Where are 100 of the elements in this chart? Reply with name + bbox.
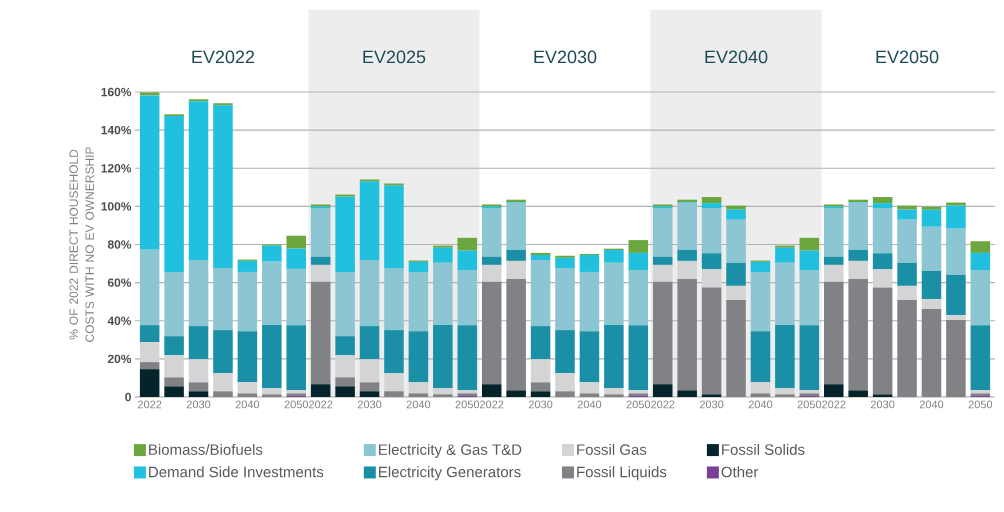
bar [799,250,820,271]
bar [164,336,184,356]
bar [139,249,160,326]
bar [530,382,551,392]
bar [628,240,649,253]
bar [921,226,942,271]
bar [897,285,917,300]
bar [604,388,624,395]
x-tick-label: 2022 [137,400,162,409]
bar [139,342,160,363]
bar [555,391,575,397]
bar [775,247,795,263]
bar [701,197,722,204]
bar [775,388,795,395]
bar [384,373,404,392]
bar [188,391,209,397]
bar [213,391,233,397]
bar [701,269,722,288]
bar [579,271,600,332]
bar [310,256,331,265]
bar [555,267,575,331]
x-tick-label: 2050 [797,400,822,409]
bar [139,95,160,250]
bar [164,355,184,378]
x-tick-label: 2030 [870,400,895,409]
bar [555,257,575,268]
bar [310,281,331,385]
bar [359,391,380,397]
bar [188,326,209,360]
bar [848,279,868,391]
bar [433,388,453,395]
bar [237,393,258,397]
bar [237,382,258,394]
y-tick-label: 100% [101,202,132,211]
bar [799,270,820,326]
text: EV2022 [192,50,255,64]
bar [750,271,771,332]
bar [530,391,551,397]
bar [457,250,478,271]
bar [775,324,795,389]
bar [188,382,209,392]
legend-label: Fossil Liquids [577,466,667,481]
x-tick-label: 2040 [919,400,944,409]
x-tick-label: 2030 [186,400,211,409]
bar [262,324,282,389]
bar [506,249,526,261]
bar [677,260,697,280]
bar [872,287,893,395]
bar [775,245,795,248]
legend-label: Demand Side Investments [149,466,324,478]
bar [139,362,160,370]
bar [921,209,942,227]
bar [213,103,233,106]
y-tick-label: 120% [101,164,132,173]
bar [188,99,209,102]
bar [384,330,404,374]
bar [384,267,404,331]
bar [506,202,526,250]
bar [652,256,673,265]
bar [433,247,453,263]
bar [823,281,844,385]
bar [872,394,893,397]
bar [799,325,820,391]
y-tick-label: 60% [107,278,132,287]
bar [335,196,355,272]
legend-label: Other [721,466,759,478]
bar [921,309,942,397]
bar [726,219,746,263]
bar [872,208,893,254]
x-tick-label: 2022 [309,400,333,409]
legend-label: Electricity & Gas T&D [379,443,522,458]
bar [359,179,380,182]
bar [726,299,746,397]
bar [188,259,209,327]
bar [506,260,526,280]
y-tick-label: 40% [107,316,132,325]
bar [359,259,380,327]
bar [506,390,526,397]
bar [823,256,844,265]
x-tick-label: 2022 [822,400,846,409]
bar [579,331,600,383]
bar [677,202,697,250]
bar [335,355,355,378]
bar [408,393,429,397]
y-tick-label: 80% [107,240,132,249]
x-tick-label: 2030 [528,400,553,409]
bar [872,269,893,288]
bar [433,394,453,397]
bar [506,279,526,391]
bar [408,271,429,332]
bar [262,394,282,397]
bar [897,219,917,263]
bar [921,271,942,300]
bar [310,264,331,282]
bar [701,287,722,395]
x-tick-label: 2040 [577,400,602,409]
bar [579,382,600,394]
bar [359,359,380,383]
bar [579,254,600,272]
bar [701,208,722,254]
